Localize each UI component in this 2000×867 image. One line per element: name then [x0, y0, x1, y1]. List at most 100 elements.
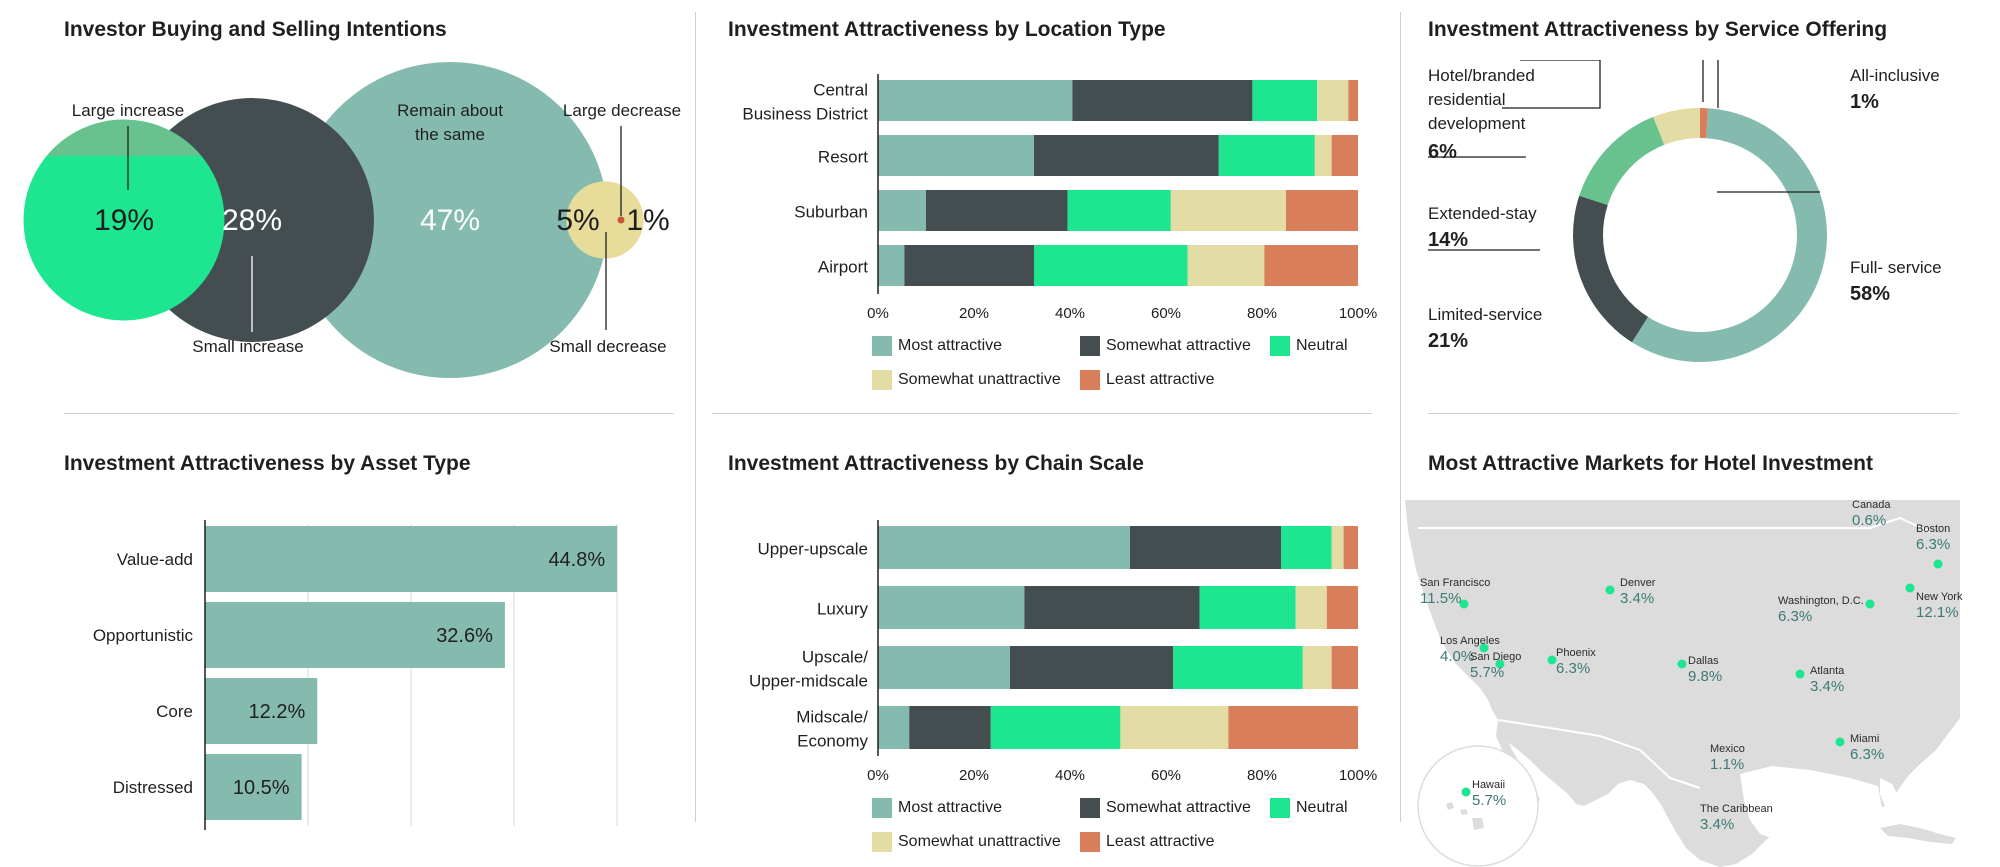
divider-column-2 [1400, 12, 1401, 822]
chain-bar-3-most-attractive [878, 706, 910, 749]
market-dot-miami [1835, 737, 1845, 747]
asset-category-3: Distressed [113, 778, 193, 797]
bubble-value-3: 5% [556, 204, 599, 237]
hawaii-inset [1417, 745, 1539, 867]
market-name-atlanta: Atlanta [1810, 665, 1845, 677]
location-bar-3-most-attractive [878, 245, 905, 286]
chain-tick-3: 60% [1151, 767, 1181, 780]
divider-middle [712, 413, 1372, 414]
location-bar-1-least-attractive [1331, 135, 1358, 176]
location-bar-0-most-attractive [878, 80, 1073, 121]
bubble-value-4: 1% [626, 204, 669, 237]
location-category-label-1-0: Resort [818, 148, 868, 167]
chain-bar-0-somewhat-attractive [1130, 526, 1282, 569]
chain-tick-5: 100% [1339, 767, 1377, 780]
label-limited-service: Limited-service 21% [1428, 303, 1588, 353]
label-full-service-value: 58% [1850, 283, 1891, 305]
chain-bar-2-somewhat-unattractive [1302, 646, 1332, 689]
donut-slice-hotel-branded-residential-development [1653, 108, 1700, 145]
location-legend-label-3: Somewhat unattractive [898, 371, 1061, 388]
location-bar-2-least-attractive [1286, 190, 1358, 231]
asset-bar-0 [205, 526, 618, 592]
chain-bar-0-neutral [1281, 526, 1332, 569]
location-tick-2: 40% [1055, 305, 1085, 320]
bubble-value-2: 47% [420, 204, 480, 237]
label-limited-service-value: 21% [1428, 330, 1469, 352]
divider-right [1428, 413, 1958, 414]
chain-legend-item-4: Least attractive [1080, 832, 1215, 852]
chain-legend-label-4: Least attractive [1106, 833, 1215, 850]
florida-peninsula [1880, 778, 1904, 826]
market-dot-phoenix [1547, 655, 1557, 665]
chain-tick-4: 80% [1247, 767, 1277, 780]
chain-bar-3-somewhat-unattractive [1120, 706, 1229, 749]
leader-all-inclusive [1717, 60, 1719, 108]
label-extended-stay-value: 14% [1428, 229, 1469, 251]
chain-legend: Most attractive Somewhat attractive Neutra… [872, 798, 1372, 858]
chain-bar-2-most-attractive [878, 646, 1010, 689]
bubble-large-decrease [566, 181, 644, 259]
market-dot-atlanta [1795, 669, 1805, 679]
market-value-san-francisco: 11.5% [1420, 590, 1461, 607]
donut-slice-full-service [1631, 108, 1827, 363]
location-legend-swatch-3 [872, 370, 892, 390]
markets-title: Most Attractive Markets for Hotel Invest… [1428, 452, 1873, 475]
market-value-dallas: 9.8% [1688, 668, 1722, 685]
market-value-hawaii: 5.7% [1472, 792, 1506, 809]
location-legend-label-1: Somewhat attractive [1106, 337, 1251, 354]
chain-bar-0-most-attractive [878, 526, 1130, 569]
market-name-hawaii: Hawaii [1472, 779, 1505, 791]
market-dot-new-york [1905, 583, 1915, 593]
intentions-title: Investor Buying and Selling Intentions [64, 18, 447, 41]
location-tick-3: 60% [1151, 305, 1181, 320]
market-dot-san-diego [1495, 659, 1505, 669]
asset-bar-2 [205, 678, 318, 744]
market-name-phoenix: Phoenix [1556, 647, 1596, 659]
label-full-service-name: Full- service [1850, 258, 1942, 277]
location-legend-item-4: Least attractive [1080, 370, 1215, 390]
asset-value-1: 32.6% [436, 625, 493, 647]
market-value-atlanta: 3.4% [1810, 678, 1844, 695]
location-legend-label-4: Least attractive [1106, 371, 1215, 388]
chain-bar-3-somewhat-attractive [909, 706, 991, 749]
location-category-label-0-0: Central [813, 81, 868, 100]
location-tick-5: 100% [1339, 305, 1377, 320]
market-name-washington-d-c: Washington, D.C. [1778, 595, 1864, 607]
market-value-washington-d-c: 6.3% [1778, 608, 1812, 625]
bubble-label-remain-line-0: Remain about [397, 101, 503, 120]
location-bar-3-neutral [1034, 245, 1188, 286]
chain-bar-1-least-attractive [1326, 586, 1358, 629]
location-bar-0-somewhat-unattractive [1317, 80, 1349, 121]
market-name-san-francisco: San Francisco [1420, 577, 1490, 589]
chain-legend-label-2: Neutral [1296, 799, 1348, 816]
asset-bar-3 [205, 754, 302, 820]
chain-category-label-1-0: Luxury [817, 600, 869, 619]
location-tick-0: 0% [867, 305, 889, 320]
market-value-mexico: 1.1% [1710, 756, 1744, 773]
chain-tick-0: 0% [867, 767, 889, 780]
asset-title: Investment Attractiveness by Asset Type [64, 452, 471, 475]
location-legend-swatch-0 [872, 336, 892, 356]
border-lines [1418, 516, 1931, 789]
chain-legend-swatch-0 [872, 798, 892, 818]
location-bar-2-somewhat-attractive [926, 190, 1068, 231]
market-value-boston: 6.3% [1916, 536, 1950, 553]
chain-bar-1-neutral [1199, 586, 1296, 629]
donut-slice-limited-service [1573, 195, 1649, 343]
chain-category-label-3-0: Midscale/ [796, 708, 868, 727]
bubble-label-small-increase: Small increase [192, 337, 304, 356]
location-bar-3-somewhat-attractive [904, 245, 1034, 286]
location-category-label-2-0: Suburban [794, 203, 868, 222]
location-bar-1-neutral [1218, 135, 1315, 176]
location-legend-item-3: Somewhat unattractive [872, 370, 1061, 390]
bubble-value-1: 28% [222, 204, 282, 237]
market-name-denver: Denver [1620, 577, 1656, 589]
location-bar-2-neutral [1067, 190, 1171, 231]
market-name-canada: Canada [1852, 499, 1891, 511]
bubble-value-0: 19% [94, 204, 154, 237]
market-value-new-york: 12.1% [1916, 604, 1959, 621]
location-bar-3-somewhat-unattractive [1187, 245, 1265, 286]
location-legend-swatch-1 [1080, 336, 1100, 356]
chain-tick-1: 20% [959, 767, 989, 780]
